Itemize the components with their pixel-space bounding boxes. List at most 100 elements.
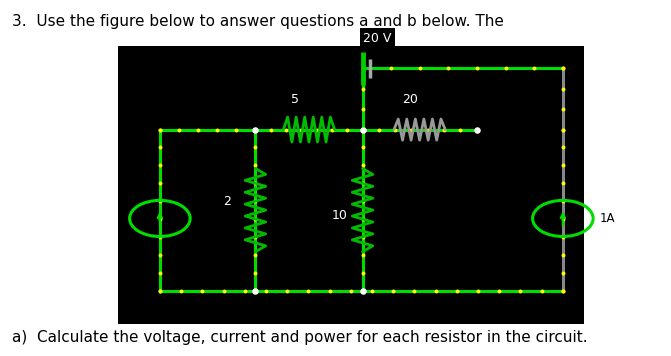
Point [558,180,568,186]
Text: 2: 2 [223,195,231,208]
Point [357,252,368,258]
Point [558,127,568,132]
Point [494,288,505,293]
Point [154,288,165,293]
Point [357,216,368,222]
Point [529,66,539,71]
Point [250,127,261,132]
Point [154,127,165,132]
Point [406,127,417,132]
Point [390,127,401,132]
Point [357,234,368,240]
Point [240,288,250,293]
Text: 20: 20 [403,93,418,105]
Point [231,127,242,132]
Point [154,163,165,168]
Point [423,127,433,132]
Point [357,145,368,150]
Point [250,127,261,132]
Point [250,127,261,132]
Point [342,127,352,132]
Point [280,127,291,132]
Point [250,163,261,168]
Point [154,270,165,276]
Point [311,127,322,132]
Point [558,66,568,71]
Text: 10: 10 [331,209,347,222]
Text: 3.  Use the figure below to answer questions a and b below. The: 3. Use the figure below to answer questi… [12,14,504,29]
Point [558,66,568,71]
Point [174,127,185,132]
Point [282,288,293,293]
Point [357,163,368,168]
Point [250,180,261,186]
Point [558,252,568,258]
Point [430,288,441,293]
Point [154,198,165,204]
Point [471,127,482,132]
Point [536,288,547,293]
Point [154,216,165,222]
Point [250,288,261,293]
Point [357,86,368,92]
Text: 20 V: 20 V [364,31,392,44]
Point [443,66,454,71]
Point [357,288,368,293]
Point [154,180,165,186]
Point [357,106,368,112]
Point [357,180,368,186]
Point [250,198,261,204]
Text: 1A: 1A [196,212,212,225]
Point [250,270,261,276]
Point [250,216,261,222]
Point [366,288,377,293]
Point [374,127,384,132]
Point [357,66,368,71]
Point [197,288,208,293]
Point [455,127,466,132]
Text: 1A: 1A [599,212,615,225]
Point [357,127,368,132]
Text: a)  Calculate the voltage, current and power for each resistor in the circuit.: a) Calculate the voltage, current and po… [12,330,588,345]
Point [472,288,483,293]
Text: 5: 5 [291,93,299,105]
Point [250,252,261,258]
Point [558,198,568,204]
Point [296,127,307,132]
Point [154,252,165,258]
Point [357,288,368,293]
Point [176,288,187,293]
Point [558,163,568,168]
Point [558,145,568,150]
Point [265,127,276,132]
Point [472,66,482,71]
FancyBboxPatch shape [118,46,584,324]
Point [409,288,420,293]
Point [303,288,314,293]
Point [501,66,511,71]
Point [357,127,368,132]
Point [388,288,399,293]
Point [218,288,229,293]
Point [154,145,165,150]
Point [212,127,223,132]
Point [558,270,568,276]
Point [558,288,568,293]
Point [250,288,261,293]
Point [558,106,568,112]
Point [558,234,568,240]
Point [154,234,165,240]
Point [154,127,165,132]
Point [154,288,165,293]
Point [357,270,368,276]
Point [558,216,568,222]
Point [471,127,482,132]
Point [327,127,338,132]
Point [260,288,271,293]
Point [558,86,568,92]
Point [250,234,261,240]
Point [515,288,526,293]
Point [558,127,568,132]
Point [357,127,368,132]
Point [415,66,425,71]
